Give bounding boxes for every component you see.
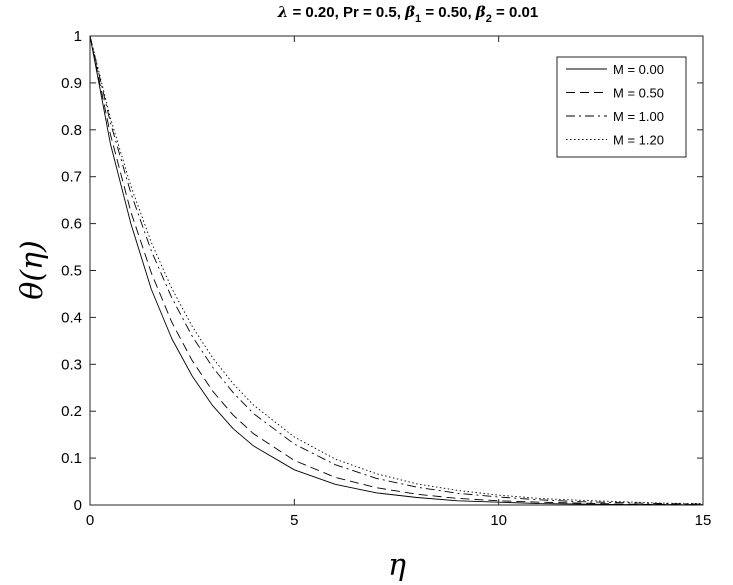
title-part: 1 bbox=[415, 13, 421, 25]
y-tick-labels: 0 0.1 0.2 0.3 0.4 0.5 0.6 0.7 0.8 0.9 1 bbox=[61, 28, 82, 514]
chart-title: λ = 0.20, Pr = 0.5, β1 = 0.50, β2 = 0.01 bbox=[277, 3, 538, 25]
legend-label-1: M = 0.50 bbox=[613, 86, 664, 101]
x-tick-label: 10 bbox=[490, 512, 507, 529]
title-part: = 0.50, bbox=[421, 4, 476, 21]
series-line-0 bbox=[89, 35, 704, 506]
series-line-1 bbox=[89, 35, 703, 505]
y-tick-label: 1 bbox=[74, 28, 82, 45]
x-axis-label: η bbox=[388, 548, 406, 583]
y-tick-label: 0 bbox=[74, 497, 82, 514]
title-part: β bbox=[404, 3, 415, 21]
y-tick-label: 0.6 bbox=[61, 216, 82, 233]
x-tick-label: 0 bbox=[86, 512, 94, 529]
y-tick-label: 0.9 bbox=[61, 75, 82, 92]
y-tick-label: 0.7 bbox=[61, 169, 82, 186]
legend: M = 0.00 M = 0.50 M = 1.00 M = 1.20 bbox=[556, 56, 687, 158]
y-tick-label: 0.4 bbox=[61, 309, 82, 326]
y-tick-label: 0.3 bbox=[61, 356, 82, 373]
legend-label-2: M = 1.00 bbox=[613, 109, 664, 124]
title-part: = 0.01 bbox=[492, 4, 538, 21]
title-part: λ bbox=[277, 3, 289, 21]
legend-label-3: M = 1.20 bbox=[613, 133, 664, 148]
legend-box bbox=[556, 56, 687, 158]
series-line-2 bbox=[89, 35, 704, 505]
y-tick-label: 0.2 bbox=[61, 403, 82, 420]
x-tick-labels: 0 5 10 15 bbox=[86, 512, 712, 529]
title-part: β bbox=[475, 3, 486, 21]
title-part: 2 bbox=[486, 13, 492, 25]
series-layer bbox=[89, 35, 704, 506]
legend-label-0: M = 0.00 bbox=[613, 62, 664, 77]
x-tick-label: 15 bbox=[695, 512, 712, 529]
ticks-layer bbox=[89, 35, 704, 506]
x-tick-label: 5 bbox=[290, 512, 298, 529]
y-tick-label: 0.1 bbox=[61, 450, 82, 467]
y-axis-label: θ(η) bbox=[15, 240, 50, 299]
title-part: = 0.20, Pr = 0.5, bbox=[288, 4, 405, 21]
y-tick-label: 0.5 bbox=[61, 263, 82, 280]
series-line-3 bbox=[89, 35, 704, 505]
y-tick-label: 0.8 bbox=[61, 122, 82, 139]
